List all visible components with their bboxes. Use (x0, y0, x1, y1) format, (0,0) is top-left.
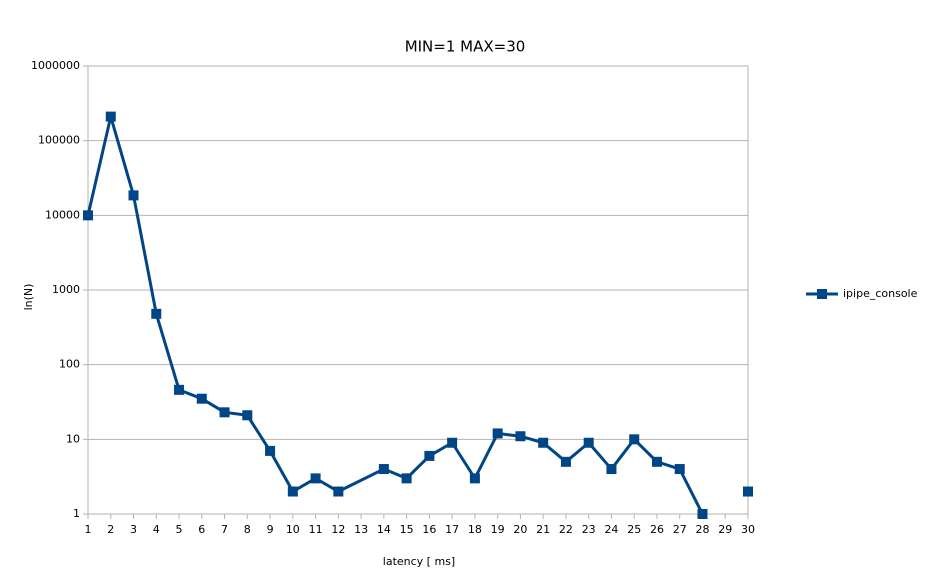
x-tick-label: 24 (604, 523, 618, 536)
y-tick-label: 10000 (45, 208, 80, 221)
x-tick-label: 6 (198, 523, 205, 536)
marker (105, 111, 116, 122)
x-tick-label: 14 (377, 523, 391, 536)
marker (265, 445, 276, 456)
marker (447, 437, 458, 448)
marker (674, 464, 685, 475)
x-tick-label: 30 (741, 523, 755, 536)
x-tick-label: 12 (331, 523, 345, 536)
marker (515, 431, 526, 442)
marker (83, 210, 93, 221)
marker (174, 384, 185, 395)
x-tick-label: 17 (445, 523, 459, 536)
marker (606, 464, 617, 475)
marker (378, 464, 389, 475)
x-tick-label: 23 (582, 523, 596, 536)
x-tick-label: 16 (422, 523, 436, 536)
chart-title: MIN=1 MAX=30 (405, 38, 526, 56)
marker (219, 407, 230, 418)
marker (287, 486, 298, 497)
y-tick-label: 1 (73, 507, 80, 520)
x-tick-label: 28 (695, 523, 709, 536)
x-tick-label: 9 (267, 523, 274, 536)
x-tick-label: 8 (244, 523, 251, 536)
marker (651, 456, 662, 467)
x-tick-label: 11 (309, 523, 323, 536)
marker (743, 486, 753, 497)
marker (401, 473, 412, 484)
marker (128, 190, 139, 201)
marker (492, 428, 503, 439)
y-tick-label: 1000000 (31, 59, 80, 72)
x-tick-label: 2 (107, 523, 114, 536)
marker (538, 437, 549, 448)
legend-label: ipipe_console (843, 287, 918, 300)
x-tick-label: 1 (85, 523, 92, 536)
y-axis-label: ln(N) (22, 284, 35, 311)
marker (583, 437, 594, 448)
x-tick-label: 27 (673, 523, 687, 536)
y-tick-label: 100 (59, 358, 80, 371)
x-tick-label: 10 (286, 523, 300, 536)
x-tick-label: 29 (718, 523, 732, 536)
marker (424, 450, 435, 461)
y-tick-label: 100000 (38, 134, 80, 147)
x-tick-label: 4 (153, 523, 160, 536)
x-tick-label: 15 (400, 523, 414, 536)
x-tick-label: 26 (650, 523, 664, 536)
x-tick-label: 20 (513, 523, 527, 536)
x-tick-label: 5 (176, 523, 183, 536)
legend-marker (817, 289, 827, 299)
x-tick-label: 21 (536, 523, 550, 536)
x-tick-label: 19 (491, 523, 505, 536)
marker (560, 456, 571, 467)
plot-frame (87, 65, 749, 515)
x-tick-label: 3 (130, 523, 137, 536)
marker (196, 393, 207, 404)
x-tick-label: 7 (221, 523, 228, 536)
x-tick-label: 13 (354, 523, 368, 536)
marker (242, 410, 253, 421)
y-tick-label: 10 (66, 432, 80, 445)
marker (629, 434, 640, 445)
x-axis-label: latency [ ms] (383, 555, 455, 568)
marker (333, 486, 344, 497)
marker (697, 509, 708, 519)
x-tick-label: 18 (468, 523, 482, 536)
marker (469, 473, 480, 484)
marker (310, 473, 321, 484)
y-tick-label: 1000 (52, 283, 80, 296)
x-tick-label: 25 (627, 523, 641, 536)
marker (151, 308, 162, 319)
x-tick-label: 22 (559, 523, 573, 536)
